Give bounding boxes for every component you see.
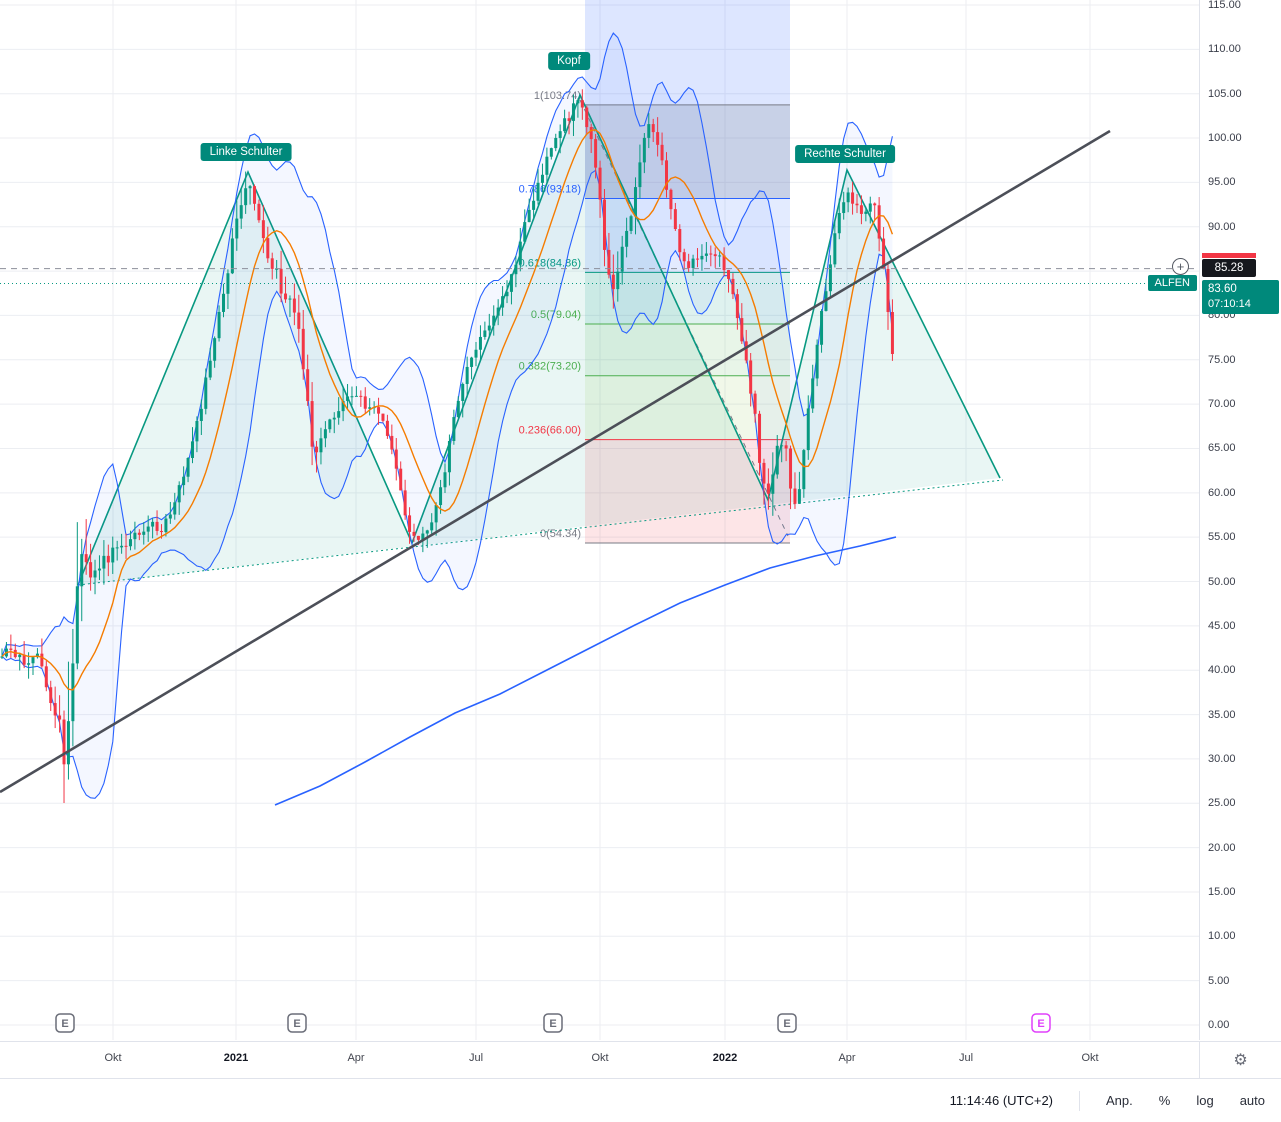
long-ma-layer xyxy=(274,536,897,806)
price-tick: 75.00 xyxy=(1208,353,1236,366)
time-tick[interactable]: Apr xyxy=(838,1052,856,1064)
price-tick: 30.00 xyxy=(1208,752,1236,765)
add-alert-button[interactable]: + xyxy=(1172,258,1189,275)
ask-price-marker xyxy=(1202,252,1256,258)
band-upper-line xyxy=(1,32,893,657)
clock[interactable]: 11:14:46 (UTC+2) xyxy=(949,1093,1054,1108)
long-term-ma-line xyxy=(274,536,897,806)
price-chart-svg: 1(103.74)0.786(93.18)0.618(84.86)0.5(79.… xyxy=(0,0,1199,1040)
gear-icon[interactable]: ⚙ xyxy=(1233,1052,1248,1069)
price-tick: 95.00 xyxy=(1208,176,1236,189)
earnings-letter: E xyxy=(293,1018,300,1030)
toolbar-divider xyxy=(1079,1090,1081,1111)
price-tick: 100.00 xyxy=(1208,132,1242,145)
plus-icon: + xyxy=(1176,259,1185,274)
head-shoulders-outline xyxy=(77,92,1001,586)
last-price-badge: 83.60 07:10:14 xyxy=(1202,279,1279,314)
price-tick: 110.00 xyxy=(1208,43,1241,56)
time-axis[interactable]: Okt 2021 Apr Jul Okt 2022 Apr Jul Okt xyxy=(0,1041,1199,1078)
axis-settings-corner: ⚙ xyxy=(1199,1041,1281,1078)
price-tick: 0.00 xyxy=(1208,1019,1230,1031)
earnings-letter: E xyxy=(783,1018,790,1030)
price-tick: 90.00 xyxy=(1208,220,1236,233)
earnings-marker[interactable] xyxy=(1031,1013,1051,1033)
earnings-marker[interactable] xyxy=(55,1013,75,1033)
trend-line xyxy=(0,129,1111,794)
time-tick[interactable]: 2021 xyxy=(223,1052,249,1064)
earnings-marker[interactable] xyxy=(287,1013,307,1033)
earnings-letter: E xyxy=(61,1018,68,1030)
price-tick: 115.00 xyxy=(1208,0,1241,11)
price-tick: 5.00 xyxy=(1208,974,1230,987)
price-tick: 70.00 xyxy=(1208,398,1236,411)
bollinger-band-layer xyxy=(1,32,893,799)
fib-level-label: 0.786(93.18) xyxy=(519,184,581,196)
chart-canvas[interactable]: 1(103.74)0.786(93.18)0.618(84.86)0.5(79.… xyxy=(0,0,1199,1040)
pattern-label-head[interactable]: Kopf xyxy=(548,52,590,70)
percent-scale-button[interactable]: % xyxy=(1158,1093,1171,1108)
auto-scale-button[interactable]: auto xyxy=(1239,1093,1265,1108)
trendline-layer xyxy=(0,129,1111,794)
price-tick: 25.00 xyxy=(1208,797,1236,810)
earnings-marker[interactable] xyxy=(543,1013,563,1033)
price-tick: 55.00 xyxy=(1208,531,1236,544)
adjust-data-button[interactable]: Anp. xyxy=(1106,1093,1133,1108)
earnings-letter: E xyxy=(1037,1018,1044,1030)
fib-level-label: 0.5(79.04) xyxy=(531,309,581,321)
price-tick: 45.00 xyxy=(1208,619,1236,632)
fib-level-label: 0.382(73.20) xyxy=(519,361,581,373)
price-tick: 10.00 xyxy=(1208,930,1236,943)
candles-layer xyxy=(0,89,894,804)
price-tick: 60.00 xyxy=(1208,486,1236,499)
pattern-fill-layer xyxy=(78,95,1000,585)
pattern-label-left-shoulder[interactable]: Linke Schulter xyxy=(200,143,292,161)
time-tick[interactable]: Jul xyxy=(468,1052,484,1064)
price-tick: 65.00 xyxy=(1208,442,1236,455)
price-tick: 50.00 xyxy=(1208,575,1236,588)
symbol-price-label: ALFEN xyxy=(1147,274,1197,291)
price-tick: 35.00 xyxy=(1208,708,1236,721)
time-tick[interactable]: Okt xyxy=(591,1052,609,1064)
time-tick[interactable]: Okt xyxy=(1081,1052,1099,1064)
band-lower-line xyxy=(1,169,893,799)
fib-level-label: 1(103.74) xyxy=(534,90,581,102)
price-tick: 15.00 xyxy=(1208,885,1236,898)
price-line-badge: 85.28 xyxy=(1202,258,1256,277)
pattern-label-right-shoulder[interactable]: Rechte Schulter xyxy=(795,145,895,163)
price-lines-layer xyxy=(0,268,1199,285)
bar-countdown-timer: 07:10:14 xyxy=(1208,297,1251,310)
price-tick: 105.00 xyxy=(1208,87,1242,100)
time-tick[interactable]: Okt xyxy=(104,1052,122,1064)
log-scale-button[interactable]: log xyxy=(1196,1093,1214,1108)
price-tick: 20.00 xyxy=(1208,841,1236,854)
earnings-letter: E xyxy=(549,1018,556,1030)
bottom-toolbar: 11:14:46 (UTC+2) Anp. % log auto xyxy=(0,1078,1281,1122)
last-price-value: 83.60 xyxy=(1208,282,1237,295)
price-axis[interactable]: 85.28 83.60 07:10:14 115.00 110.00 105.00 1… xyxy=(1199,0,1281,1040)
fib-level-label: 0.236(66.00) xyxy=(519,425,581,437)
time-tick[interactable]: 2022 xyxy=(712,1052,738,1064)
earnings-marker[interactable] xyxy=(777,1013,797,1033)
ma-layer xyxy=(1,129,894,691)
time-tick[interactable]: Apr xyxy=(347,1052,365,1064)
time-tick[interactable]: Jul xyxy=(958,1052,974,1064)
price-tick: 40.00 xyxy=(1208,664,1236,677)
moving-average-line xyxy=(1,129,894,691)
fib-retracement-layer: 1(103.74)0.786(93.18)0.618(84.86)0.5(79.… xyxy=(519,0,790,544)
